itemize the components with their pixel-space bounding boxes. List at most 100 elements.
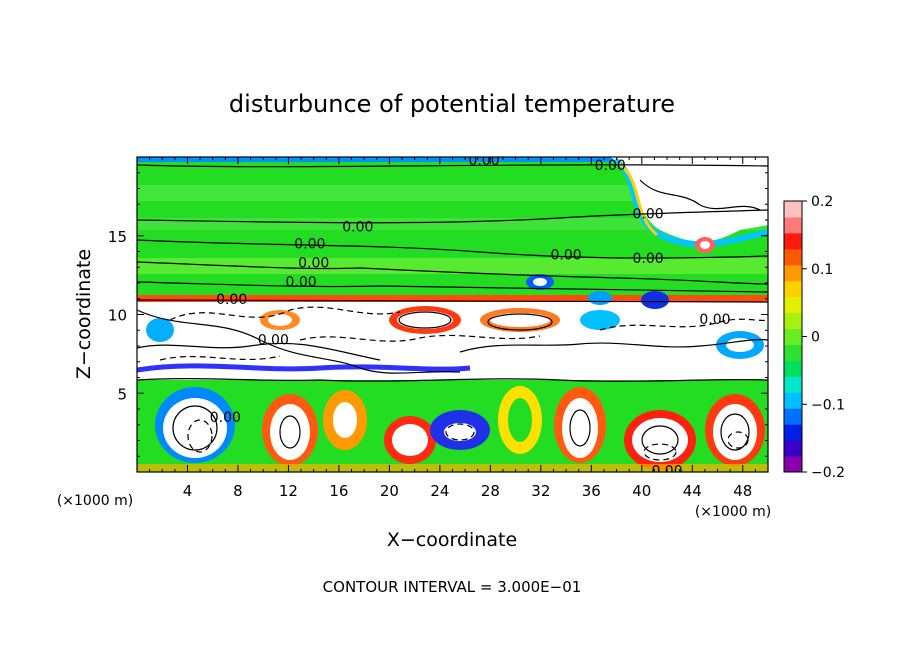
vortex	[444, 423, 476, 441]
colorbar-swatch	[784, 344, 802, 361]
colorbar-tick-label: 0.1	[811, 262, 833, 278]
contour-line	[137, 164, 768, 168]
contour-label: 0.00	[285, 274, 316, 290]
upper-band	[137, 218, 768, 230]
contour-label-group: 0.00 0.00 0.00 0.00 0.00 0.00 0.00 0.00 0.00 0.00…	[210, 153, 731, 479]
colorbar-swatch	[784, 328, 802, 345]
contour-label: 0.00	[651, 463, 682, 479]
x-tick-label: 32	[531, 482, 550, 500]
vortex	[270, 404, 310, 460]
x-tick-label: 4	[183, 482, 193, 500]
contour-label: 0.00	[633, 207, 664, 223]
x-tick-label: 40	[632, 482, 651, 500]
contour-label: 0.00	[342, 219, 373, 235]
y-axis-label: Z−coordinate	[73, 249, 95, 379]
contour-line	[137, 209, 768, 224]
vortex	[562, 398, 598, 458]
mid-spot	[726, 338, 754, 352]
mid-spot	[580, 310, 620, 330]
vortex	[333, 402, 357, 438]
y-tick-label: 5	[117, 385, 127, 403]
colorbar-swatch	[784, 264, 802, 282]
colorbar-swatch	[784, 440, 802, 457]
colorbar-tick-label: 0.2	[811, 194, 833, 210]
x-tick-label: 24	[430, 482, 449, 500]
contour-label: 0.00	[294, 237, 325, 253]
contour-line	[643, 443, 677, 461]
mid-spot	[268, 314, 292, 326]
colorbar-tick-label: −0.1	[811, 397, 845, 413]
interface-band	[137, 295, 768, 302]
x-tick-label: 44	[683, 482, 702, 500]
contour-label: 0.00	[298, 256, 329, 272]
colorbar-swatch	[784, 424, 802, 441]
colorbar-swatch	[784, 376, 802, 393]
vortex	[508, 398, 532, 442]
colorbar-swatch	[784, 408, 802, 425]
colorbar-swatch	[784, 392, 802, 409]
contour-label: 0.00	[550, 248, 581, 264]
x-axis: 4 8 12 16 20 24 28 32 36 40 44 48	[149, 157, 756, 500]
colorbar-tick-label: −0.2	[811, 465, 845, 481]
contour-line	[279, 415, 301, 449]
upper-band	[137, 185, 768, 201]
field-layer: 0.00 0.00 0.00 0.00 0.00 0.00 0.00 0.00 0.00 0.00…	[137, 153, 768, 479]
x-axis-unit-note: (×1000 m)	[695, 504, 771, 520]
colorbar-swatch	[784, 312, 802, 330]
contour-line	[137, 239, 768, 259]
anomaly-edge	[617, 161, 659, 237]
y-axis: 5 10 15	[108, 172, 768, 457]
colorbar-swatch	[784, 360, 802, 377]
colorbar-axis: 0.2 0.1 0 −0.1 −0.2	[802, 194, 845, 481]
contour-line	[137, 261, 768, 285]
vortex	[713, 404, 757, 460]
contour-line	[169, 306, 401, 321]
x-axis-label: X−coordinate	[387, 529, 517, 551]
anomaly-blob	[533, 278, 547, 286]
contour-line	[727, 431, 749, 449]
x-tick-label: 36	[582, 482, 601, 500]
contour-line	[639, 179, 761, 211]
contour-line	[159, 355, 281, 361]
x-origin-unit-note: (×1000 m)	[57, 493, 133, 509]
contour-line	[137, 309, 461, 374]
contour-interval-note: CONTOUR INTERVAL = 3.000E−01	[323, 578, 582, 596]
mid-spot	[490, 313, 550, 327]
contour-line	[599, 318, 768, 331]
contour-line	[569, 409, 591, 447]
contour-line	[187, 419, 213, 453]
contour-label: 0.00	[633, 251, 664, 267]
colorbar-swatch	[784, 280, 802, 298]
vortex	[392, 424, 428, 456]
negative-contours	[159, 306, 768, 461]
colorbar-swatch	[784, 216, 802, 234]
contour-label: 0.00	[210, 410, 241, 426]
colorbar-swatch	[784, 296, 802, 314]
colorbar-swatch	[784, 201, 802, 218]
vortex	[632, 418, 688, 462]
colorbar-tick-label: 0	[811, 330, 820, 346]
colorbar-swatch	[784, 456, 802, 473]
upper-band	[137, 258, 768, 274]
contour-line	[398, 311, 452, 329]
contour-line	[459, 339, 768, 353]
contour-label: 0.00	[216, 292, 247, 308]
contour-line	[445, 423, 475, 441]
x-tick-label: 28	[481, 482, 500, 500]
contour-label: 0.00	[468, 153, 499, 169]
anomaly-blob	[588, 291, 612, 305]
contour-label: 0.00	[699, 312, 730, 328]
mid-band	[137, 363, 471, 373]
contour-line	[487, 313, 553, 331]
anomaly-blob	[641, 291, 669, 309]
contour-line	[299, 334, 541, 342]
contour-line	[720, 413, 750, 451]
mid-spot	[146, 318, 174, 342]
contour-line	[641, 425, 679, 455]
colorbar	[784, 201, 802, 473]
colorbar-swatch	[784, 248, 802, 266]
contour-line	[137, 378, 768, 383]
x-tick-label: 20	[380, 482, 399, 500]
chart-title: disturbunce of potential temperature	[229, 90, 675, 118]
